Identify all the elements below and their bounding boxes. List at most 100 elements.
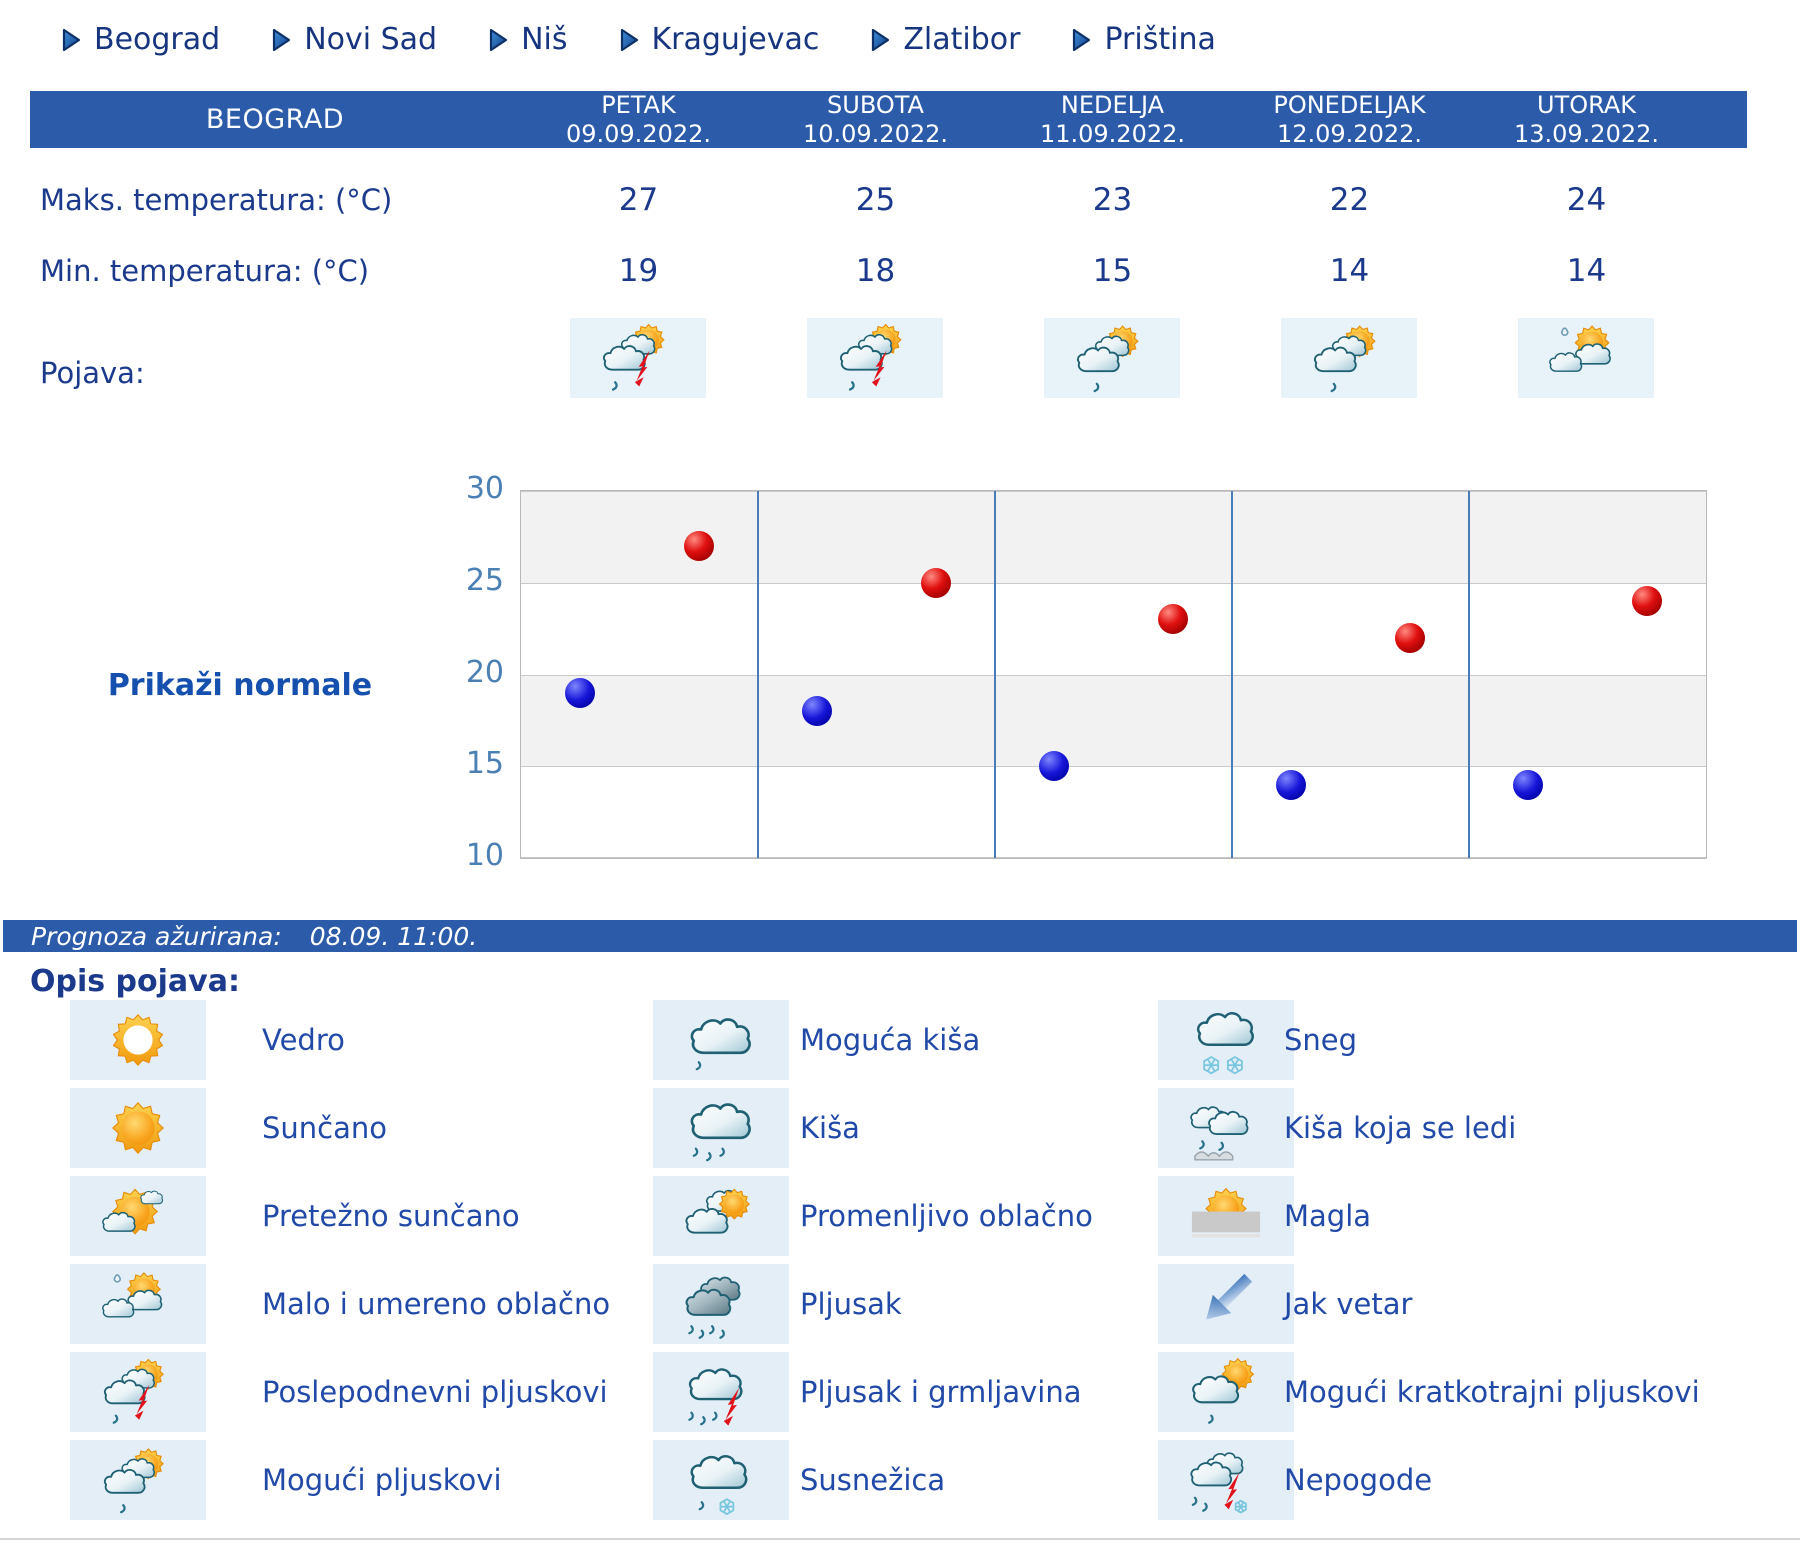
chart-gridline [521, 857, 1706, 858]
legend-item-label: Mogući pljuskovi [262, 1463, 502, 1497]
legend-icon-moguci-pljuskovi [70, 1440, 206, 1520]
day-name: PONEDELJAK [1273, 91, 1426, 120]
legend-icon-susnezica [653, 1440, 789, 1520]
min-temp-value: 14 [1566, 253, 1607, 289]
legend-item-label: Mogući kratkotrajni pljuskovi [1284, 1375, 1700, 1409]
chart-gridline [521, 582, 1706, 584]
legend-item-label: Moguća kiša [800, 1023, 981, 1057]
nav-link-kragujevac[interactable]: Kragujevac [620, 22, 820, 57]
chevron-right-icon [872, 28, 890, 51]
legend-icon-magla [1158, 1176, 1294, 1256]
day-header: PETAK 09.09.2022. [520, 91, 757, 148]
nav-arrow-icon [1072, 28, 1091, 52]
poslepodnevni-pljuskovi-icon [603, 323, 665, 391]
pojava-poslepodnevni-pljuskovi [570, 318, 706, 398]
pojava-malo-umereno-oblacno [1518, 318, 1654, 398]
legend-icon-pljusak-grmljavina [653, 1352, 789, 1432]
poslepodnevni-pljuskovi-icon [103, 1358, 164, 1424]
day-separator [1231, 491, 1233, 858]
min-temp-value: 15 [1092, 253, 1133, 289]
chart-gridline [521, 674, 1706, 676]
nav-link-zlatibor[interactable]: Zlatibor [871, 22, 1020, 57]
legend-title: Opis pojava: [30, 964, 240, 999]
magla-icon [1191, 1187, 1261, 1238]
nav-arrow-icon [62, 28, 81, 52]
day-date: 11.09.2022. [1039, 119, 1186, 148]
day-date: 09.09.2022. [565, 119, 712, 148]
min-temp-dot [1276, 769, 1307, 800]
vedro-icon [112, 1014, 164, 1066]
min-temp-row-label: Min. temperatura: (°C) [40, 254, 370, 288]
min-temp-value: 19 [618, 253, 659, 289]
status-bar: Prognoza ažurirana: 08.09. 11:00. [3, 920, 1797, 952]
poslepodnevni-pljuskovi-icon [840, 323, 902, 391]
max-temp-value: 25 [855, 182, 896, 218]
day-separator [757, 491, 759, 858]
day-header: SUBOTA 10.09.2022. [757, 91, 994, 148]
pojava-row-label: Pojava: [40, 356, 145, 390]
nav-arrow-icon [489, 28, 508, 52]
legend-icon-poslepodnevni-pljuskovi [70, 1352, 206, 1432]
city-nav: Beograd Novi Sad Niš Kragujevac Zlatibor Priš… [62, 22, 1216, 57]
legend-icon-moguca-kisa [653, 1000, 789, 1080]
legend-icon-promenljivo-oblacno [653, 1176, 789, 1256]
show-normals-button[interactable]: Prikaži normale [107, 668, 373, 703]
kisa-icon [690, 1103, 751, 1162]
legend-item-label: Sunčano [262, 1111, 388, 1145]
chart-band [521, 674, 1706, 767]
legend-icon-nepogode [1158, 1440, 1294, 1520]
y-axis-label: 20 [465, 654, 504, 690]
pojava-poslepodnevni-pljuskovi [807, 318, 943, 398]
nav-link-label: Zlatibor [903, 22, 1021, 57]
nav-link-label: Priština [1104, 22, 1216, 57]
min-temp-dot [565, 677, 596, 708]
legend-item-label: Pljusak [800, 1287, 902, 1321]
max-temp-row-label: Maks. temperatura: (°C) [40, 183, 393, 217]
chevron-right-icon [489, 28, 508, 51]
status-label: Prognoza ažurirana: [31, 921, 282, 951]
max-temp-value: 24 [1566, 182, 1607, 218]
moguci-pljuskovi-icon [1077, 325, 1139, 393]
y-axis-label: 30 [465, 471, 504, 506]
min-temp-value: 14 [1329, 253, 1370, 289]
day-separator [1468, 491, 1470, 858]
legend-item-label: Pljusak i grmljavina [800, 1375, 1082, 1409]
legend-item-label: Kiša [800, 1111, 860, 1145]
nav-link-niš[interactable]: Niš [489, 22, 568, 57]
nav-link-novi-sad[interactable]: Novi Sad [272, 22, 437, 57]
day-header: PONEDELJAK 12.09.2022. [1231, 91, 1468, 148]
legend-item-label: Poslepodnevni pljuskovi [262, 1375, 608, 1409]
legend-icon-sneg [1158, 1000, 1294, 1080]
chart-plot-area [520, 490, 1707, 859]
chevron-right-icon [620, 28, 638, 51]
status-value: 08.09. 11:00. [309, 921, 478, 951]
chevron-right-icon [273, 28, 291, 51]
day-date: 10.09.2022. [802, 119, 949, 148]
legend-item-label: Pretežno sunčano [262, 1199, 520, 1233]
max-temp-dot [920, 567, 951, 598]
legend-icon-suncano [70, 1088, 206, 1168]
legend-item-label: Susnežica [800, 1463, 946, 1497]
legend-item-label: Malo i umereno oblačno [262, 1287, 611, 1321]
sneg-icon [1196, 1012, 1254, 1075]
day-name: NEDELJA [1060, 91, 1165, 120]
nav-link-label: Kragujevac [651, 22, 820, 57]
y-axis-label: 25 [465, 562, 504, 598]
pojava-moguci-pljuskovi [1281, 318, 1417, 398]
nav-arrow-icon [272, 28, 291, 52]
nav-link-label: Beograd [94, 22, 221, 57]
day-separator [994, 491, 996, 858]
min-temp-dot [802, 696, 833, 727]
chart-band [521, 491, 1706, 583]
suncano-icon [112, 1102, 164, 1154]
legend-item-label: Nepogode [1284, 1463, 1433, 1497]
max-temp-dot [1394, 622, 1425, 653]
nav-link-priština[interactable]: Priština [1072, 22, 1216, 57]
moguci-pljuskovi-icon [103, 1448, 164, 1514]
max-temp-value: 23 [1092, 182, 1133, 218]
nav-link-beograd[interactable]: Beograd [62, 22, 220, 57]
moguci-pljuskovi-icon [1314, 325, 1376, 393]
pljusak-grmljavina-icon [688, 1368, 743, 1426]
day-date: 13.09.2022. [1513, 119, 1660, 148]
day-header: UTORAK 13.09.2022. [1468, 91, 1705, 148]
